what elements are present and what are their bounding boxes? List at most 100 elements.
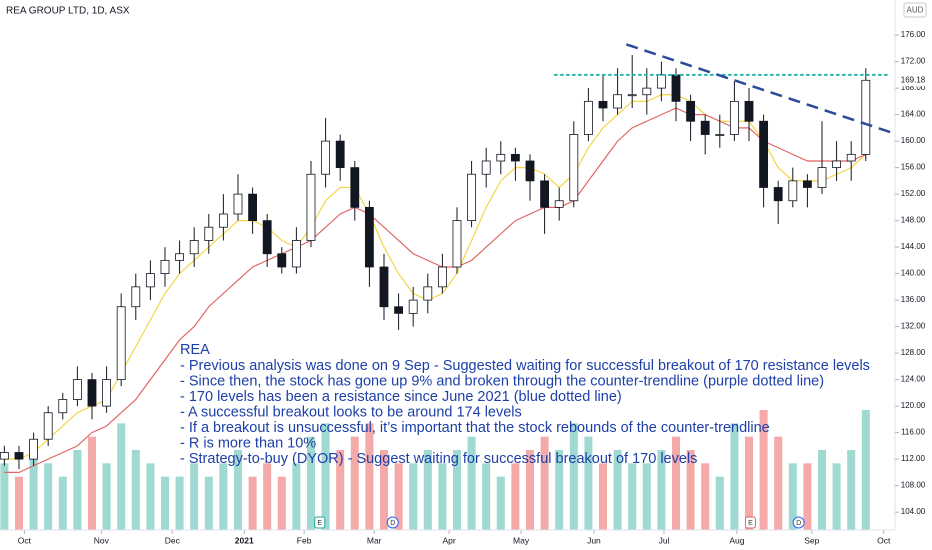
volume-bar <box>365 423 374 530</box>
price-axis-bg <box>895 0 932 530</box>
volume-bar <box>438 463 447 530</box>
candle-body <box>248 193 258 222</box>
candle-body <box>452 220 462 268</box>
x-tick-label: Dec <box>165 535 181 545</box>
volume-bar <box>0 463 9 530</box>
candle-body <box>773 187 783 202</box>
y-tick-label: 172.00 <box>901 57 926 66</box>
event-label: E <box>748 520 753 527</box>
candle-body <box>291 240 301 268</box>
candle-body <box>335 140 345 169</box>
volume-bar <box>671 436 681 530</box>
candle-body <box>175 253 184 261</box>
volume-bar <box>803 463 812 530</box>
note-line: - If a breakout is unsuccessful, it’s im… <box>180 420 770 436</box>
volume-bar <box>642 463 651 530</box>
candle-body <box>29 438 38 460</box>
x-tick-label: Oct <box>18 535 32 545</box>
y-tick-label: 140.00 <box>901 269 926 278</box>
candle-body <box>715 134 725 136</box>
candle-body <box>58 399 68 414</box>
candle-body <box>540 180 550 208</box>
volume-bar <box>482 463 491 530</box>
volume-bar <box>14 476 23 530</box>
y-tick-label: 148.00 <box>901 216 926 225</box>
currency: AUD <box>907 6 924 15</box>
candle-body <box>145 273 155 288</box>
y-tick-label: 108.00 <box>901 481 926 490</box>
note-line: - Since then, the stock has gone up 9% a… <box>180 373 824 389</box>
candle-body <box>598 100 608 109</box>
candle-body <box>350 167 360 208</box>
last-price-label: 169.18 <box>901 75 926 84</box>
candle-body <box>525 160 535 182</box>
y-tick-label: 124.00 <box>901 375 926 384</box>
candle-body <box>408 299 418 314</box>
volume-bar <box>160 476 169 530</box>
candle-body <box>788 180 798 202</box>
note-line: - R is more than 10% <box>180 435 316 451</box>
candle-body <box>116 306 126 381</box>
trendline <box>625 43 900 137</box>
candle-body <box>671 74 681 102</box>
last-price-box <box>896 74 932 87</box>
candle-body <box>642 87 652 96</box>
x-tick-label: May <box>513 535 530 545</box>
candle-body <box>43 412 53 440</box>
volume-bar <box>423 450 432 530</box>
y-tick-label: 128.00 <box>901 348 926 357</box>
y-tick-label: 112.00 <box>901 454 925 463</box>
volume-bar <box>525 450 535 530</box>
note: REA - Previous analysis was done on 9 Se… <box>180 342 870 467</box>
candle-body <box>102 379 111 407</box>
y-tick-label: 160.00 <box>901 136 926 145</box>
candle-body <box>218 213 228 228</box>
candle-body <box>0 452 9 460</box>
candle-body <box>204 226 214 241</box>
volume-bar <box>555 450 564 530</box>
candle-body <box>583 100 593 135</box>
candle-body <box>832 160 842 169</box>
volume-bar <box>598 463 608 530</box>
volume-bar <box>409 463 418 530</box>
volume-bar <box>394 463 403 530</box>
candle-body <box>364 206 374 268</box>
x-tick-label: 2021 <box>235 535 254 545</box>
candle-body <box>510 153 520 162</box>
candle-body <box>72 379 82 400</box>
note-line: - Strategy-to-buy (DYOR) - Suggest waiti… <box>180 451 697 467</box>
note-title: REA <box>180 342 210 358</box>
candle-body <box>467 173 477 222</box>
candle-body <box>379 266 389 308</box>
event-label: E <box>317 520 322 527</box>
volume-bar <box>628 463 637 530</box>
volume-bar <box>350 436 359 530</box>
volume-bar <box>73 450 82 530</box>
candle-layer <box>0 54 871 470</box>
volume-bar <box>496 476 505 530</box>
note-line: - Previous analysis was done on 9 Sep - … <box>180 358 870 374</box>
volume-bar <box>584 436 593 530</box>
volume-bar <box>146 463 155 530</box>
volume-bar <box>277 476 286 530</box>
volume-bar <box>306 436 316 530</box>
y-tick-label: 104.00 <box>901 507 926 516</box>
y-tick-label: 176.00 <box>901 30 926 39</box>
note-line: - 170 levels has been a resistance since… <box>180 389 622 405</box>
x-tick-label: Jun <box>587 535 601 545</box>
volume-bar <box>861 410 870 530</box>
y-tick-label: 168.00 <box>901 83 926 92</box>
event-label: D <box>796 520 801 527</box>
candle-body <box>262 220 272 255</box>
volume-bar <box>248 476 257 530</box>
candle-body <box>729 100 739 135</box>
candle-body <box>802 180 812 188</box>
note-line: - A successful breakout looks to be arou… <box>180 404 522 420</box>
x-tick-label: Nov <box>94 535 110 545</box>
candle-body <box>744 100 754 122</box>
volume-bar <box>759 410 768 530</box>
candle-body <box>306 173 316 241</box>
candle-body <box>554 200 564 208</box>
volume-bar <box>292 463 301 530</box>
